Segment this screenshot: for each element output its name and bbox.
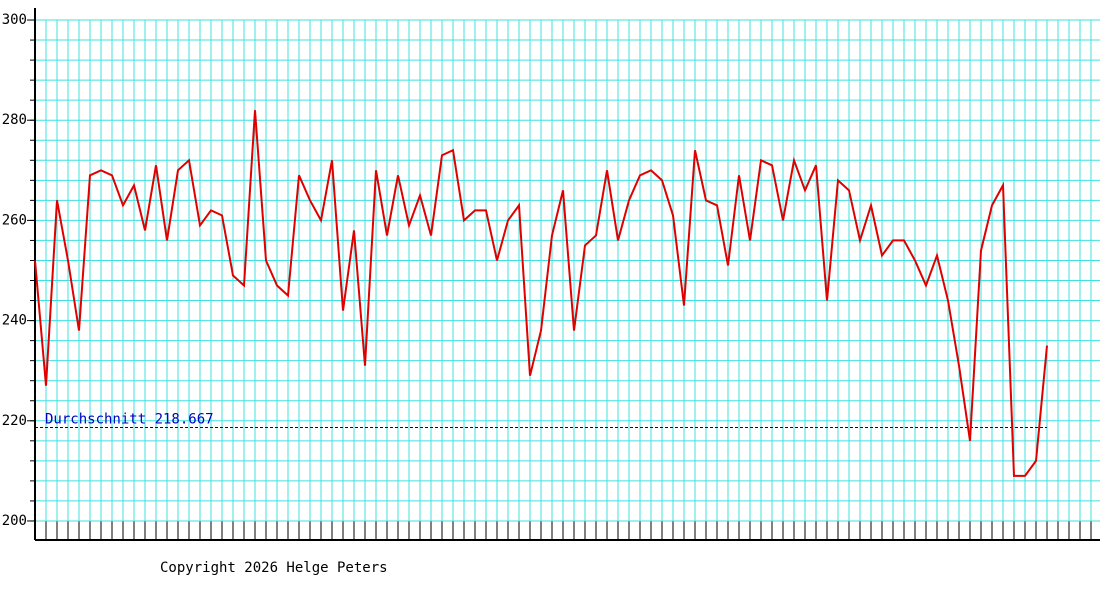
y-tick-label: 260 (2, 212, 27, 228)
y-tick-label: 280 (2, 112, 27, 128)
y-tick-label: 300 (2, 12, 27, 28)
average-label: Durchschnitt 218.667 (45, 411, 214, 427)
y-tick-label: 200 (2, 513, 27, 529)
y-tick-label: 220 (2, 413, 27, 429)
data-line (34, 110, 1048, 477)
footer: Copyright 2026 Helge Peters (160, 560, 388, 576)
y-tick-label: 240 (2, 313, 27, 329)
